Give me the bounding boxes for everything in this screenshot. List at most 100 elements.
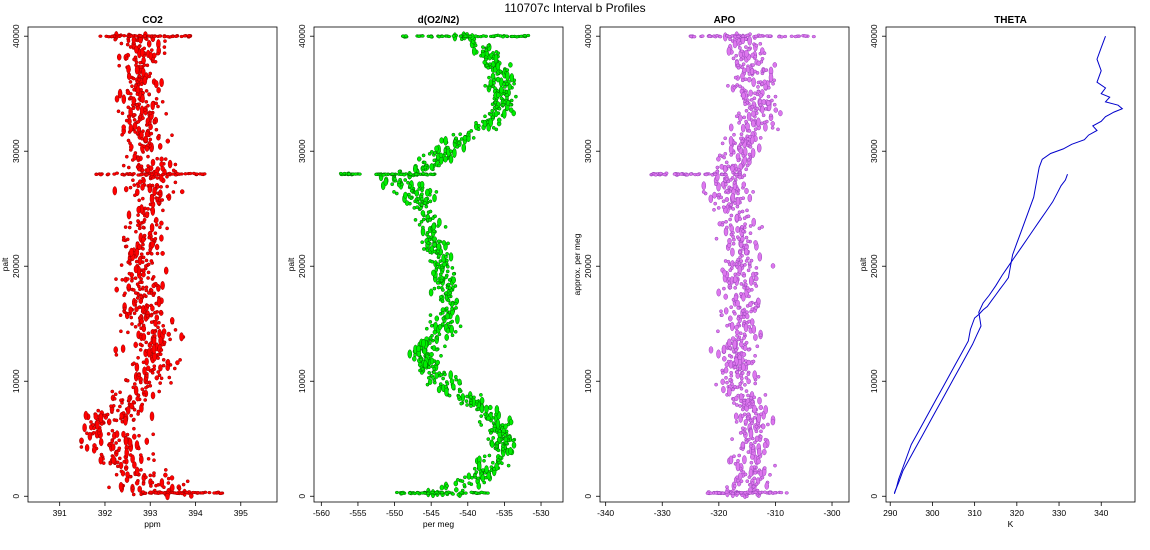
data-point: [754, 301, 758, 306]
data-point: [140, 136, 145, 141]
data-point: [487, 453, 492, 458]
data-point: [144, 258, 149, 263]
data-point: [152, 333, 157, 338]
data-point: [145, 63, 150, 68]
data-point: [713, 201, 718, 206]
data-point: [745, 286, 750, 290]
data-point: [732, 361, 737, 366]
data-point: [420, 192, 424, 197]
data-point: [728, 123, 734, 132]
data-point: [132, 183, 137, 187]
data-point: [443, 344, 447, 349]
y-tick-label: 20000: [583, 254, 593, 278]
data-point: [135, 165, 140, 169]
data-point: [748, 301, 753, 308]
x-tick-label: -560: [313, 508, 330, 518]
data-point: [736, 257, 741, 262]
data-point: [143, 398, 148, 402]
data-point: [745, 33, 750, 37]
data-point: [432, 370, 436, 375]
data-point: [134, 306, 139, 313]
data-point: [142, 75, 148, 86]
data-point: [793, 34, 798, 39]
data-point: [142, 217, 147, 222]
data-point: [418, 206, 423, 211]
data-point: [737, 111, 741, 116]
y-tick-label: 0: [869, 494, 879, 499]
data-point: [127, 171, 132, 176]
data-point: [756, 117, 761, 127]
data-point: [458, 324, 463, 329]
data-point: [144, 130, 150, 138]
data-point: [124, 476, 130, 483]
data-point: [102, 413, 107, 418]
data-point: [744, 340, 749, 345]
data-point: [449, 149, 453, 154]
data-point: [440, 310, 445, 315]
data-point: [730, 437, 734, 441]
data-point: [448, 370, 453, 380]
data-point: [739, 479, 744, 484]
data-point: [701, 181, 707, 191]
data-point: [742, 336, 746, 340]
data-point: [440, 299, 445, 304]
data-point: [156, 356, 160, 360]
data-point: [444, 291, 449, 295]
data-point: [470, 475, 474, 480]
data-point: [739, 136, 743, 141]
data-point: [131, 288, 136, 292]
data-point: [764, 34, 770, 38]
data-point: [106, 418, 112, 426]
data-point: [733, 412, 739, 421]
data-point: [474, 470, 479, 474]
data-point: [191, 490, 196, 495]
data-point: [153, 491, 158, 495]
data-point: [738, 250, 742, 254]
data-point: [756, 85, 760, 89]
data-point: [435, 359, 440, 366]
data-point: [773, 94, 778, 99]
data-point: [139, 82, 144, 87]
data-point: [446, 241, 450, 246]
data-point: [426, 241, 431, 245]
data-point: [753, 353, 757, 358]
data-point: [420, 491, 425, 495]
data-point: [173, 162, 178, 167]
data-point: [738, 472, 743, 480]
x-tick-label: 310: [968, 508, 982, 518]
data-point: [750, 307, 755, 312]
data-point: [145, 365, 151, 372]
data-point: [743, 102, 748, 107]
data-point: [144, 172, 149, 177]
data-point: [415, 491, 420, 495]
data-point: [133, 385, 139, 396]
data-point: [439, 278, 444, 283]
data-point: [161, 328, 167, 335]
data-point: [138, 114, 143, 119]
data-point: [752, 370, 757, 380]
data-point: [716, 288, 721, 297]
data-point: [760, 475, 765, 480]
data-point: [740, 86, 745, 91]
data-point: [751, 190, 755, 194]
data-point: [743, 382, 747, 387]
data-point: [147, 235, 152, 240]
data-point: [137, 305, 142, 310]
data-point: [137, 77, 142, 82]
data-point: [412, 356, 417, 362]
data-point: [422, 247, 426, 251]
data-point: [436, 253, 441, 258]
data-point: [758, 93, 764, 99]
data-point: [488, 404, 493, 411]
data-point: [139, 164, 144, 169]
data-point: [432, 249, 437, 254]
data-point: [419, 357, 423, 362]
data-point: [759, 429, 763, 434]
data-point: [724, 160, 729, 165]
data-point: [137, 323, 141, 327]
data-point: [463, 491, 468, 495]
data-point: [109, 34, 114, 39]
data-point: [121, 430, 126, 438]
data-point: [482, 458, 486, 463]
data-point: [728, 455, 734, 465]
